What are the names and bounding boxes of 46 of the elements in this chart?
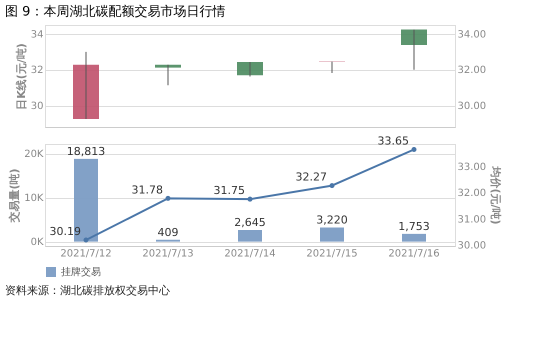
y-tick-label: 34 <box>30 29 44 40</box>
data-label: 1,753 <box>398 220 430 233</box>
point <box>84 237 88 242</box>
y-axis-title: 日K线(元/吨) <box>14 43 28 110</box>
y-tick-label: 20K <box>24 149 44 160</box>
y2-tick-label: 30.00 <box>458 101 486 112</box>
x-tick-label: 2021/7/13 <box>142 248 194 260</box>
point <box>248 196 252 202</box>
y2-tick-label: 32.00 <box>458 188 486 200</box>
bar <box>320 227 344 242</box>
y2-tick-label: 34.00 <box>458 29 486 40</box>
legend-label: 挂牌交易 <box>61 266 101 278</box>
data-label: 33.65 <box>378 134 409 148</box>
point <box>412 146 416 152</box>
x-tick-label: 2021/7/15 <box>306 248 358 260</box>
candlestick <box>401 28 427 70</box>
data-label: 32.27 <box>296 170 327 184</box>
data-label: 31.78 <box>132 183 163 196</box>
data-label: 3,220 <box>316 213 348 226</box>
candlestick <box>155 64 181 86</box>
data-label: 31.75 <box>214 184 245 198</box>
point <box>330 183 334 188</box>
point <box>166 196 170 201</box>
y2-axis-title: 均价(元/吨) <box>489 165 502 225</box>
y-tick-label: 10K <box>24 193 44 204</box>
y2-tick-label: 31.00 <box>458 214 486 226</box>
bar <box>238 230 262 242</box>
x-tick-label: 2021/7/16 <box>388 248 440 260</box>
chart-title: 图 9：本周湖北碳配额交易市场日行情 <box>5 4 226 20</box>
x-tick-label: 2021/7/12 <box>60 248 112 260</box>
y-tick-label: 32 <box>30 65 44 76</box>
text: 资料来源：湖北碳排放权交易中心 <box>5 284 170 297</box>
y2-tick-label: 30.00 <box>458 240 486 252</box>
candlestick <box>237 62 263 78</box>
candlestick <box>73 51 99 120</box>
data-label: 18,813 <box>66 144 106 158</box>
x-tick-label: 2021/7/14 <box>224 248 276 260</box>
y-tick-label: 0K <box>30 237 44 248</box>
y2-tick-label: 32.00 <box>458 65 486 76</box>
y2-tick-label: 33.00 <box>458 162 486 173</box>
data-label: 409 <box>158 226 178 239</box>
candlestick <box>319 61 345 74</box>
data-label: 2,645 <box>234 216 266 229</box>
y-axis-title: 交易量(吨) <box>8 168 22 224</box>
y-tick-label: 30 <box>30 101 44 112</box>
bar <box>402 234 426 242</box>
